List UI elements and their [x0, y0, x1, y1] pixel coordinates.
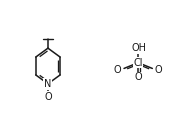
Text: O: O [44, 92, 52, 102]
Text: N: N [44, 79, 52, 89]
Text: O: O [134, 72, 142, 82]
Text: OH: OH [131, 43, 146, 53]
Text: Cl: Cl [133, 58, 143, 68]
Text: O: O [114, 65, 121, 75]
Text: O: O [155, 65, 162, 75]
